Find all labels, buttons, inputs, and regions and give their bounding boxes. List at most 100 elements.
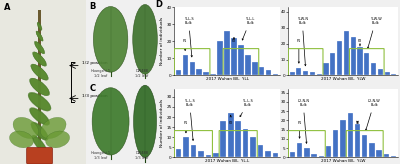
Text: YL.L-S
Bulk: YL.L-S Bulk xyxy=(240,99,253,117)
Text: YLL-S
Bulk: YLL-S Bulk xyxy=(184,17,194,57)
Bar xyxy=(245,55,250,75)
Text: C: C xyxy=(89,84,96,93)
Ellipse shape xyxy=(28,92,51,111)
Bar xyxy=(176,149,181,157)
Bar xyxy=(296,68,302,75)
Text: Huangzhi-1
1/3 leaf: Huangzhi-1 1/3 leaf xyxy=(91,152,111,160)
Bar xyxy=(238,45,244,75)
Bar xyxy=(376,150,382,157)
Bar xyxy=(391,74,396,75)
Bar xyxy=(290,72,295,75)
Ellipse shape xyxy=(92,88,129,155)
Ellipse shape xyxy=(40,117,66,139)
Ellipse shape xyxy=(30,109,49,124)
Text: A: A xyxy=(4,3,11,12)
FancyBboxPatch shape xyxy=(27,148,52,164)
Bar xyxy=(265,151,271,157)
Bar xyxy=(304,148,310,157)
Bar xyxy=(235,121,241,157)
Y-axis label: Number of individuals: Number of individuals xyxy=(160,17,164,65)
Ellipse shape xyxy=(29,93,50,110)
Bar xyxy=(252,62,258,75)
Text: P1: P1 xyxy=(184,121,188,133)
Bar xyxy=(259,67,264,75)
Ellipse shape xyxy=(35,42,44,53)
Bar xyxy=(206,155,211,157)
Ellipse shape xyxy=(133,4,157,74)
Ellipse shape xyxy=(36,31,43,41)
Ellipse shape xyxy=(134,85,156,157)
Bar xyxy=(176,70,181,75)
Ellipse shape xyxy=(31,122,48,140)
Bar xyxy=(378,69,383,75)
Bar xyxy=(326,146,331,157)
Ellipse shape xyxy=(33,136,46,153)
Text: P1: P1 xyxy=(297,121,302,138)
Text: 1/3 position: 1/3 position xyxy=(82,94,107,98)
Bar xyxy=(204,72,209,75)
Text: 1/2 position: 1/2 position xyxy=(82,61,107,65)
Ellipse shape xyxy=(93,7,128,72)
Text: P1: P1 xyxy=(297,39,301,63)
Bar xyxy=(196,69,202,75)
Text: YL.L-S
Bulk: YL.L-S Bulk xyxy=(184,99,195,140)
Text: YLW-W
Bulk: YLW-W Bulk xyxy=(368,17,382,49)
Bar xyxy=(198,151,204,157)
Bar xyxy=(258,145,263,157)
Bar xyxy=(220,121,226,157)
Ellipse shape xyxy=(30,78,50,96)
Bar xyxy=(318,156,324,157)
Text: P2: P2 xyxy=(232,38,236,43)
Ellipse shape xyxy=(30,79,49,95)
Bar xyxy=(384,72,390,75)
Bar xyxy=(317,74,322,75)
Text: L2-N-N
Bulk: L2-N-N Bulk xyxy=(297,99,309,143)
Ellipse shape xyxy=(46,131,70,148)
Ellipse shape xyxy=(37,22,42,30)
Bar xyxy=(371,63,376,75)
Bar xyxy=(384,154,389,157)
Ellipse shape xyxy=(33,52,46,66)
Text: P1: P1 xyxy=(183,39,187,51)
Bar xyxy=(210,74,216,75)
Text: YLW-N
Bulk: YLW-N Bulk xyxy=(297,17,308,66)
Bar xyxy=(191,145,196,157)
Text: B: B xyxy=(89,2,96,11)
Bar xyxy=(243,129,248,157)
Bar xyxy=(224,31,230,75)
Bar xyxy=(311,154,317,157)
Ellipse shape xyxy=(10,131,34,148)
Y-axis label: Number of individuals: Number of individuals xyxy=(160,99,164,147)
Bar xyxy=(183,137,189,157)
Ellipse shape xyxy=(13,117,38,139)
Ellipse shape xyxy=(32,64,48,80)
X-axis label: 2017 Wuhan BIL  YLL: 2017 Wuhan BIL YLL xyxy=(206,77,248,81)
Bar xyxy=(213,153,219,157)
Bar xyxy=(303,71,308,75)
Ellipse shape xyxy=(32,52,47,66)
Bar xyxy=(324,63,328,75)
X-axis label: 2017 Wuhan BIL  YLW: 2017 Wuhan BIL YLW xyxy=(321,77,365,81)
Text: DW488
1/3 leaf: DW488 1/3 leaf xyxy=(135,152,148,160)
Text: P2: P2 xyxy=(228,115,233,125)
Bar xyxy=(364,53,369,75)
Bar xyxy=(190,62,195,75)
Ellipse shape xyxy=(34,41,45,54)
X-axis label: 2017 Wuhan BIL  YL.L: 2017 Wuhan BIL YL.L xyxy=(205,159,249,163)
Bar xyxy=(266,70,272,75)
Bar xyxy=(310,72,315,75)
Bar xyxy=(351,37,356,75)
Bar xyxy=(348,113,353,157)
Ellipse shape xyxy=(32,135,47,154)
Bar xyxy=(333,130,338,157)
Ellipse shape xyxy=(30,108,50,125)
Bar xyxy=(330,53,335,75)
Bar xyxy=(362,135,368,157)
Text: DW488
1/2 leaf: DW488 1/2 leaf xyxy=(135,70,148,78)
Bar xyxy=(290,152,295,157)
Bar xyxy=(344,31,349,75)
Bar xyxy=(337,41,342,75)
Bar xyxy=(297,143,302,157)
Text: P2: P2 xyxy=(355,121,360,125)
Bar xyxy=(273,74,278,75)
